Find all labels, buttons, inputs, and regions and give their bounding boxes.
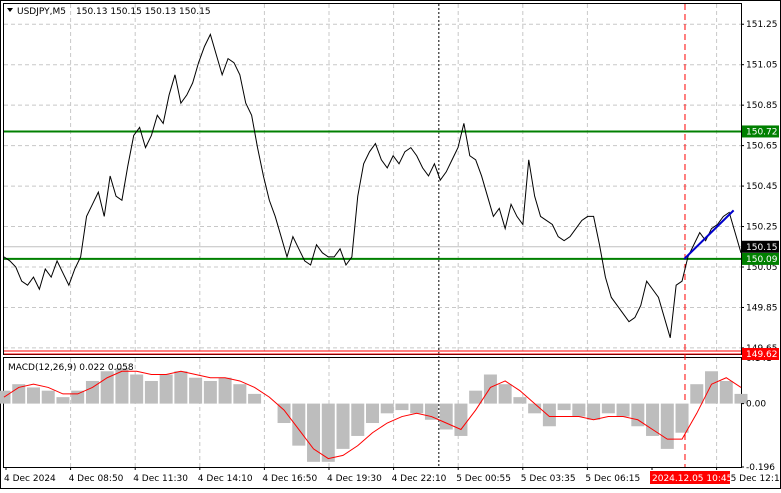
macd-bar — [646, 403, 660, 436]
macd-bar — [395, 403, 409, 411]
dropdown-triangle-icon[interactable] — [7, 8, 13, 12]
y-tick-label: 150.25 — [746, 223, 778, 233]
macd-bar — [380, 403, 394, 414]
y-tick-label: 150.05 — [746, 263, 778, 273]
price-pane-frame — [3, 3, 742, 355]
x-tick-label: 4 Dec 22:10 — [392, 474, 447, 484]
macd-bar — [542, 403, 556, 427]
macd-bar — [248, 393, 262, 404]
macd-bar — [41, 390, 55, 404]
macd-bar — [719, 380, 733, 404]
macd-bar — [572, 403, 586, 417]
macd-label: MACD(12,26,9) 0.022 0.058 — [8, 363, 134, 373]
macd-bar — [439, 403, 453, 430]
macd-bar — [454, 403, 468, 436]
y-tick-label: 150.85 — [746, 101, 778, 111]
x-tick-label: 5 Dec 06:15 — [585, 474, 640, 484]
macd-bar — [469, 390, 483, 404]
price-line — [3, 32, 742, 338]
macd-bar — [410, 403, 424, 414]
macd-bar — [351, 403, 365, 436]
macd-bar — [174, 371, 188, 404]
macd-bar — [690, 384, 704, 404]
level-badge-label: 150.72 — [746, 127, 778, 137]
price-series — [3, 32, 742, 338]
y-tick-label: 151.25 — [746, 20, 778, 30]
x-tick-label-highlight: 2024.12.05 10:45 — [652, 474, 732, 484]
x-tick-label: 4 Dec 19:30 — [327, 474, 382, 484]
macd-bar — [292, 403, 306, 446]
macd-bar — [336, 403, 350, 449]
macd-bar — [26, 387, 40, 404]
macd-bar — [734, 393, 748, 404]
x-tick-label: 4 Dec 08:50 — [69, 474, 124, 484]
macd-bar — [498, 384, 512, 404]
trend-line — [683, 209, 735, 260]
y-tick-label: 151.05 — [746, 61, 778, 71]
macd-bar — [601, 403, 615, 414]
macd-bar — [130, 374, 144, 404]
macd-bar — [115, 368, 129, 404]
trend-line-segment[interactable] — [683, 209, 735, 260]
vertical-markers — [438, 4, 686, 467]
macd-bar — [660, 403, 674, 449]
macd-bar — [218, 377, 232, 404]
level-badge-label: 149.62 — [746, 350, 778, 360]
ohlc-label: 150.13 150.15 150.13 150.15 — [76, 7, 211, 17]
y-tick-label: 150.65 — [746, 142, 778, 152]
macd-bar — [616, 403, 630, 417]
macd-bar — [557, 403, 571, 411]
macd-y-tick-label: -0.196 — [746, 463, 775, 473]
y-tick-label: 150.45 — [746, 182, 778, 192]
price-axis: 151.25 151.05 150.85 150.65 150.45 150.25 150.… — [741, 20, 778, 354]
x-tick-label: 4 Dec 16:50 — [262, 474, 317, 484]
time-axis: 4 Dec 2024 4 Dec 08:50 4 Dec 11:30 4 Dec 14… — [4, 467, 781, 484]
price-badges: 150.72 150.09 149.62 150.15 — [742, 125, 779, 360]
macd-bar — [144, 380, 158, 404]
macd-bar — [587, 403, 601, 420]
macd-signal-line — [3, 370, 742, 460]
level-badge-label: 150.09 — [746, 255, 778, 265]
macd-bar — [277, 403, 291, 424]
level-badge — [742, 125, 779, 138]
macd-bar — [71, 390, 85, 404]
macd-y-tick-label: 0.00 — [746, 400, 766, 410]
macd-bar — [631, 403, 645, 427]
current-price-badge-label: 150.15 — [746, 243, 778, 253]
macd-bar — [203, 380, 217, 404]
time-badge — [650, 471, 730, 484]
x-tick-label: 5 Dec 12:10 — [731, 474, 781, 484]
x-tick-label: 4 Dec 14:10 — [198, 474, 253, 484]
symbol-label: USDJPY,M5 — [17, 7, 66, 17]
macd-bar — [705, 371, 719, 404]
macd-bar — [159, 374, 173, 404]
macd-series — [0, 368, 748, 462]
y-tick-label: 149.85 — [746, 303, 778, 313]
macd-bar — [307, 403, 321, 462]
macd-axis: 0.1410.00-0.196 — [741, 354, 775, 473]
current-price-badge — [742, 240, 779, 253]
macd-bar — [321, 403, 335, 462]
level-badge — [742, 252, 779, 265]
macd-bar — [85, 380, 99, 404]
macd-bar — [233, 384, 247, 404]
macd-bar — [56, 397, 70, 404]
macd-bar — [675, 403, 689, 433]
macd-bar — [483, 374, 497, 404]
header: USDJPY,M5 150.13 150.15 150.13 150.15 — [7, 7, 211, 17]
macd-bar — [189, 377, 203, 404]
macd-bar — [365, 403, 380, 424]
x-tick-label: 5 Dec 00:55 — [456, 474, 511, 484]
horizontal-levels — [4, 130, 741, 355]
x-tick-label: 5 Dec 03:35 — [521, 474, 576, 484]
x-tick-label: 4 Dec 11:30 — [133, 474, 188, 484]
level-badge — [742, 348, 779, 360]
macd-bar — [424, 403, 438, 420]
macd-bar — [513, 397, 527, 404]
macd-bar — [528, 403, 542, 414]
macd-bar — [0, 390, 11, 404]
x-tick-label: 4 Dec 2024 — [4, 474, 56, 484]
